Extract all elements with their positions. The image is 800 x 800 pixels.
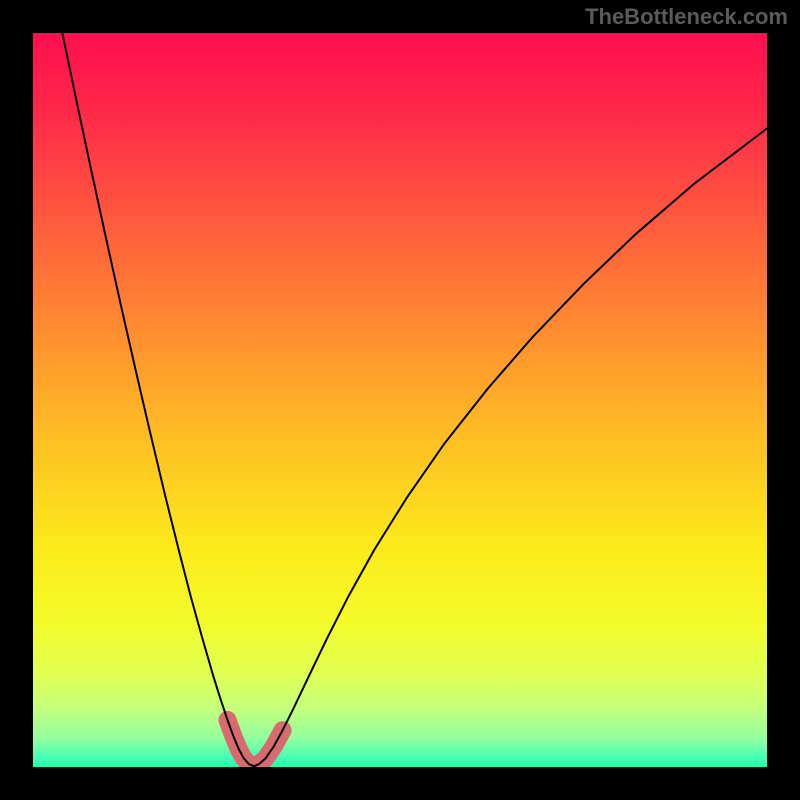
plot-area	[33, 33, 767, 767]
chart-container: TheBottleneck.com	[0, 0, 800, 800]
chart-svg	[33, 33, 767, 767]
watermark-text: TheBottleneck.com	[585, 4, 788, 30]
